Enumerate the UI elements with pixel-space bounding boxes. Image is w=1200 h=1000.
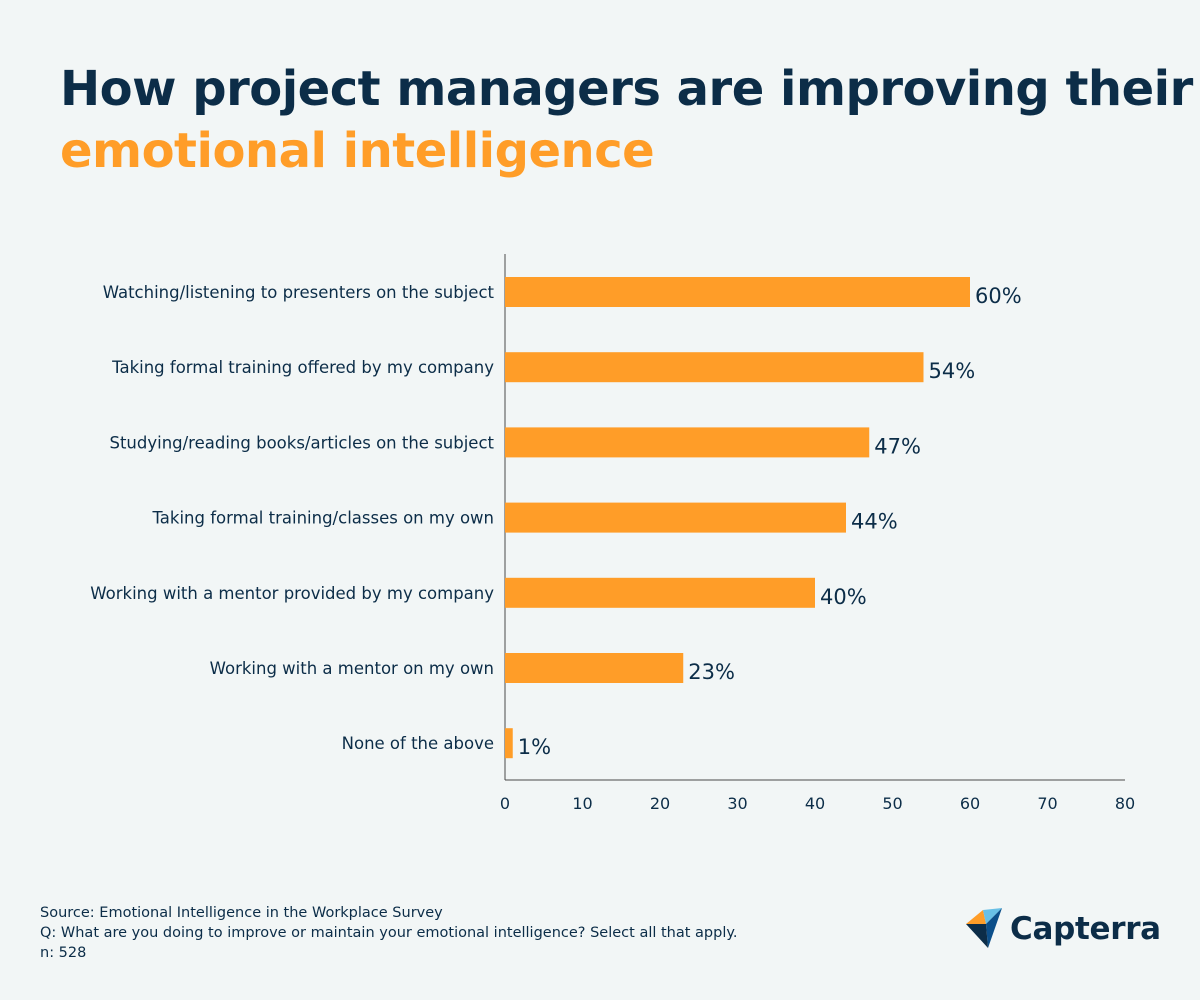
bar [505, 577, 815, 608]
chart-title-line-1: How project managers are improving their [60, 61, 1193, 117]
bar [505, 277, 970, 307]
category-label: Working with a mentor on my own [210, 659, 494, 678]
category-label: Working with a mentor provided by my com… [90, 584, 494, 603]
bar [505, 352, 924, 383]
sample-size: n: 528 [40, 945, 87, 961]
data-label: 47% [874, 434, 921, 458]
data-label: 40% [820, 585, 867, 609]
x-tick-label: 50 [882, 794, 902, 813]
bar [505, 502, 846, 533]
x-tick-label: 0 [500, 794, 510, 813]
x-tick-label: 80 [1115, 794, 1135, 813]
capterra-logo: Capterra [966, 908, 1161, 950]
x-tick-label: 70 [1037, 794, 1057, 813]
data-label: 1% [518, 735, 551, 759]
data-label: 23% [688, 660, 735, 684]
data-label: 44% [851, 510, 898, 534]
x-tick-label: 20 [650, 794, 670, 813]
x-tick-label: 40 [805, 794, 825, 813]
data-label: 60% [975, 284, 1022, 308]
chart-title-line-2: emotional intelligence [60, 123, 655, 179]
capterra-logo-icon [966, 908, 1002, 948]
x-tick-label: 60 [960, 794, 980, 813]
bar [505, 427, 870, 458]
survey-question: Q: What are you doing to improve or main… [40, 925, 738, 941]
category-label: Taking formal training offered by my com… [111, 358, 494, 377]
source-note: Source: Emotional Intelligence in the Wo… [40, 905, 443, 921]
x-tick-label: 10 [572, 794, 592, 813]
category-label: None of the above [342, 734, 494, 753]
chart-title: How project managers are improving their… [60, 58, 1193, 182]
category-label: Watching/listening to presenters on the … [103, 283, 495, 302]
x-tick-label: 30 [727, 794, 747, 813]
category-label: Taking formal training/classes on my own [151, 509, 494, 528]
bar [505, 653, 684, 683]
data-label: 54% [929, 359, 976, 383]
chart-footer: Source: Emotional Intelligence in the Wo… [40, 903, 738, 963]
bar [505, 728, 513, 759]
logo-text: Capterra [1010, 911, 1161, 947]
category-label: Studying/reading books/articles on the s… [109, 433, 494, 452]
